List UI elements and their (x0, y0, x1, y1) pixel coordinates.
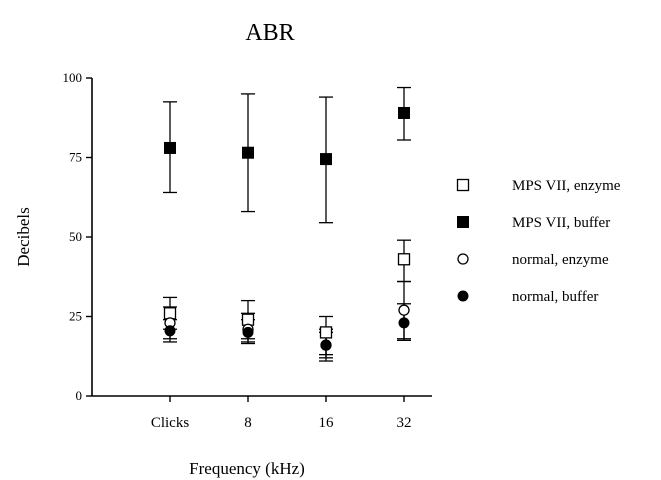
points-circle-filled (164, 317, 410, 351)
y-tick-label: 75 (69, 150, 82, 165)
data-point (164, 325, 176, 337)
y-tick-label: 50 (69, 229, 82, 244)
data-marks (163, 86, 411, 362)
data-point (320, 153, 332, 166)
legend-marker (456, 178, 470, 192)
legend: MPS VII, enzyme MPS VII, buffer normal, en… (456, 178, 621, 305)
points-circle-open (164, 304, 410, 351)
x-axis-label: Frequency (kHz) (189, 459, 305, 478)
data-point (319, 326, 333, 339)
x-tick-label: 16 (319, 415, 335, 431)
x-tick-label: Clicks (151, 415, 189, 431)
x-tick-label: 32 (397, 415, 412, 431)
series-circle-filled (163, 303, 411, 362)
y-tick-label: 100 (63, 70, 83, 85)
axes: 0 25 50 75 100 Clicks 8 16 32 (63, 70, 432, 431)
legend-label: MPS VII, enzyme (512, 178, 621, 194)
x-tick-label: 8 (244, 415, 252, 431)
y-axis-label: Decibels (14, 207, 33, 266)
data-point (398, 304, 410, 316)
data-point (397, 253, 411, 266)
data-point (241, 313, 255, 326)
legend-label: normal, buffer (512, 289, 598, 305)
data-point (398, 317, 410, 329)
points-square-filled (164, 106, 410, 166)
series-square-filled (163, 86, 411, 224)
legend-label: MPS VII, buffer (512, 215, 610, 231)
y-tick-label: 0 (76, 388, 83, 403)
legend-marker (457, 290, 469, 302)
data-point (320, 339, 332, 351)
points-square-open (163, 253, 411, 339)
data-point (163, 307, 177, 320)
series-square-open (163, 239, 411, 356)
data-point (398, 106, 410, 119)
legend-label: normal, enzyme (512, 252, 609, 268)
series-circle-open (163, 280, 411, 359)
legend-marker (457, 216, 469, 228)
data-point (242, 326, 254, 338)
data-point (242, 146, 254, 159)
chart-title: ABR (245, 20, 294, 46)
y-tick-label: 25 (69, 309, 82, 324)
data-point (164, 141, 176, 154)
legend-marker (457, 253, 469, 265)
